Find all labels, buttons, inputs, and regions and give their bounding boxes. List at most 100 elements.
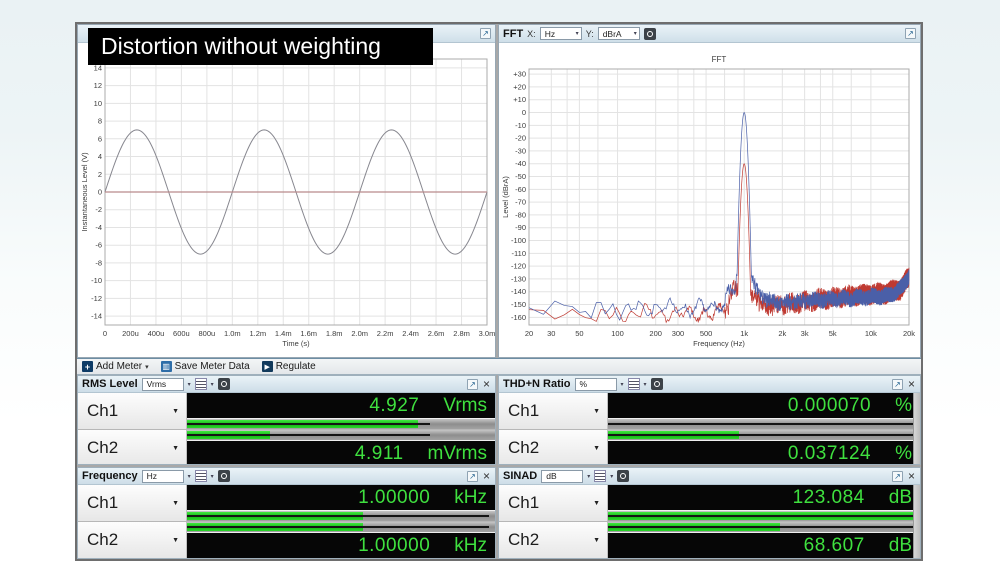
channel-name: Ch1 xyxy=(87,493,119,512)
meter-bar xyxy=(187,430,495,440)
close-icon[interactable]: × xyxy=(482,377,490,391)
svg-text:Time (s): Time (s) xyxy=(282,339,310,348)
scrollbar[interactable] xyxy=(913,485,920,558)
chevron-down-icon: ▼ xyxy=(593,407,600,415)
bar-display-mode-icon[interactable] xyxy=(194,378,207,390)
chevron-down-icon: ▾ xyxy=(643,381,647,388)
meter-header: RMS Level Vrms ▾ ▾ ↗ × xyxy=(78,376,495,393)
bar-display-mode-icon[interactable] xyxy=(194,470,207,482)
chevron-down-icon: ▾ xyxy=(187,473,191,480)
channel-selector[interactable]: Ch2 ▼ xyxy=(499,430,608,464)
channel-selector[interactable]: Ch2 ▼ xyxy=(499,522,608,558)
channel-selector[interactable]: Ch2 ▼ xyxy=(78,522,187,558)
svg-text:-2: -2 xyxy=(95,205,102,214)
meter-body: Ch1 ▼ 1.00000 kHz Ch2 ▼ 1.00000 kHz xyxy=(78,485,495,558)
chevron-down-icon: ▾ xyxy=(610,473,614,480)
chevron-down-icon: ▾ xyxy=(587,473,591,480)
settings-icon[interactable] xyxy=(643,27,656,40)
chevron-down-icon: ▾ xyxy=(210,381,214,388)
channel-selector[interactable]: Ch1 ▼ xyxy=(499,485,608,521)
chevron-down-icon: ▾ xyxy=(620,381,624,388)
fft-y-axis-label: Y: xyxy=(585,28,594,39)
channel-readout: 1.00000 kHz xyxy=(187,522,495,558)
channel-readout: 4.927 Vrms xyxy=(187,393,495,429)
meter-unit-value: dB xyxy=(546,471,557,481)
export-icon[interactable]: ↗ xyxy=(891,470,903,482)
meter-channel-row: Ch2 ▼ 0.037124 % xyxy=(499,430,920,464)
channel-selector[interactable]: Ch1 ▼ xyxy=(499,393,608,429)
add-meter-button[interactable]: + Add Meter ▾ xyxy=(82,361,149,372)
settings-icon[interactable] xyxy=(617,470,630,482)
export-icon[interactable]: ↗ xyxy=(480,28,491,39)
meter-unit-select[interactable]: Hz xyxy=(141,469,184,483)
svg-text:Level (dBrA): Level (dBrA) xyxy=(501,176,510,218)
save-icon: ▥ xyxy=(160,361,172,372)
bar-display-mode-icon[interactable] xyxy=(594,470,607,482)
fft-y-unit-value: dBrA xyxy=(602,28,622,39)
meter-title: RMS Level xyxy=(82,378,138,390)
meter-unit-value: Vrms xyxy=(146,379,167,389)
settings-icon[interactable] xyxy=(217,470,230,482)
meter-title: Frequency xyxy=(82,470,138,482)
export-icon[interactable]: ↗ xyxy=(466,378,478,390)
close-icon[interactable]: × xyxy=(482,469,490,483)
meter-value-unit: kHz xyxy=(454,534,487,556)
channel-selector[interactable]: Ch2 ▼ xyxy=(78,430,187,464)
fft-x-unit-select[interactable]: Hz ▾ xyxy=(539,27,582,40)
meter-panel: RMS Level Vrms ▾ ▾ ↗ × Ch1 ▼ 4.927 Vrms xyxy=(77,375,496,465)
svg-text:2.0m: 2.0m xyxy=(351,329,368,338)
meter-value-display: 68.607 dB xyxy=(608,533,920,558)
close-icon[interactable]: × xyxy=(907,377,915,391)
channel-selector[interactable]: Ch1 ▼ xyxy=(78,393,187,429)
meter-value-unit: dB xyxy=(888,534,912,556)
meter-value-unit: dB xyxy=(888,486,912,508)
svg-text:14: 14 xyxy=(94,63,102,72)
meter-channel-row: Ch2 ▼ 4.911 mVrms xyxy=(78,430,495,464)
svg-text:-80: -80 xyxy=(515,210,526,219)
meter-grid: RMS Level Vrms ▾ ▾ ↗ × Ch1 ▼ 4.927 Vrms xyxy=(77,375,921,559)
svg-text:6: 6 xyxy=(98,134,102,143)
meter-value-unit: % xyxy=(895,442,912,464)
meter-bar xyxy=(608,419,920,429)
settings-icon[interactable] xyxy=(650,378,663,390)
regulate-label: Regulate xyxy=(275,361,316,372)
meter-unit-select[interactable]: % xyxy=(574,377,617,391)
regulate-button[interactable]: ▶ Regulate xyxy=(261,361,316,372)
meter-channel-row: Ch1 ▼ 1.00000 kHz xyxy=(78,485,495,521)
meter-value: 4.911 xyxy=(354,442,404,464)
export-icon[interactable]: ↗ xyxy=(891,378,903,390)
channel-readout: 1.00000 kHz xyxy=(187,485,495,521)
gear-dot xyxy=(620,473,627,479)
save-meter-data-button[interactable]: ▥ Save Meter Data xyxy=(160,361,250,372)
svg-text:-8: -8 xyxy=(95,258,102,267)
meter-value: 1.00000 xyxy=(358,534,431,556)
scrollbar[interactable] xyxy=(913,393,920,464)
svg-text:1.0m: 1.0m xyxy=(224,329,241,338)
channel-selector[interactable]: Ch1 ▼ xyxy=(78,485,187,521)
meter-title: SINAD xyxy=(503,470,538,482)
chevron-down-icon: ▾ xyxy=(187,381,191,388)
svg-text:-160: -160 xyxy=(511,313,526,322)
chevron-down-icon: ▾ xyxy=(633,31,637,37)
svg-text:300: 300 xyxy=(672,329,685,338)
channel-name: Ch1 xyxy=(508,493,540,512)
gear-dot xyxy=(646,30,653,37)
meter-bar-peak xyxy=(187,423,431,425)
svg-text:2.4m: 2.4m xyxy=(402,329,419,338)
meter-channel-row: Ch1 ▼ 123.084 dB xyxy=(499,485,920,521)
meter-unit-select[interactable]: dB xyxy=(541,469,584,483)
meter-unit-select[interactable]: Vrms xyxy=(141,377,184,391)
channel-name: Ch2 xyxy=(87,438,119,457)
settings-icon[interactable] xyxy=(217,378,230,390)
export-icon[interactable]: ↗ xyxy=(905,28,916,39)
bar-display-mode-icon[interactable] xyxy=(627,378,640,390)
chevron-down-icon: ▼ xyxy=(172,499,179,507)
export-icon[interactable]: ↗ xyxy=(466,470,478,482)
svg-text:10k: 10k xyxy=(865,329,877,338)
chevron-down-icon: ▾ xyxy=(210,473,214,480)
meter-value-display: 1.00000 kHz xyxy=(187,533,495,558)
annotation-title: Distortion without weighting xyxy=(88,28,433,65)
close-icon[interactable]: × xyxy=(907,469,915,483)
fft-y-unit-select[interactable]: dBrA ▾ xyxy=(597,27,640,40)
svg-text:-30: -30 xyxy=(515,146,526,155)
